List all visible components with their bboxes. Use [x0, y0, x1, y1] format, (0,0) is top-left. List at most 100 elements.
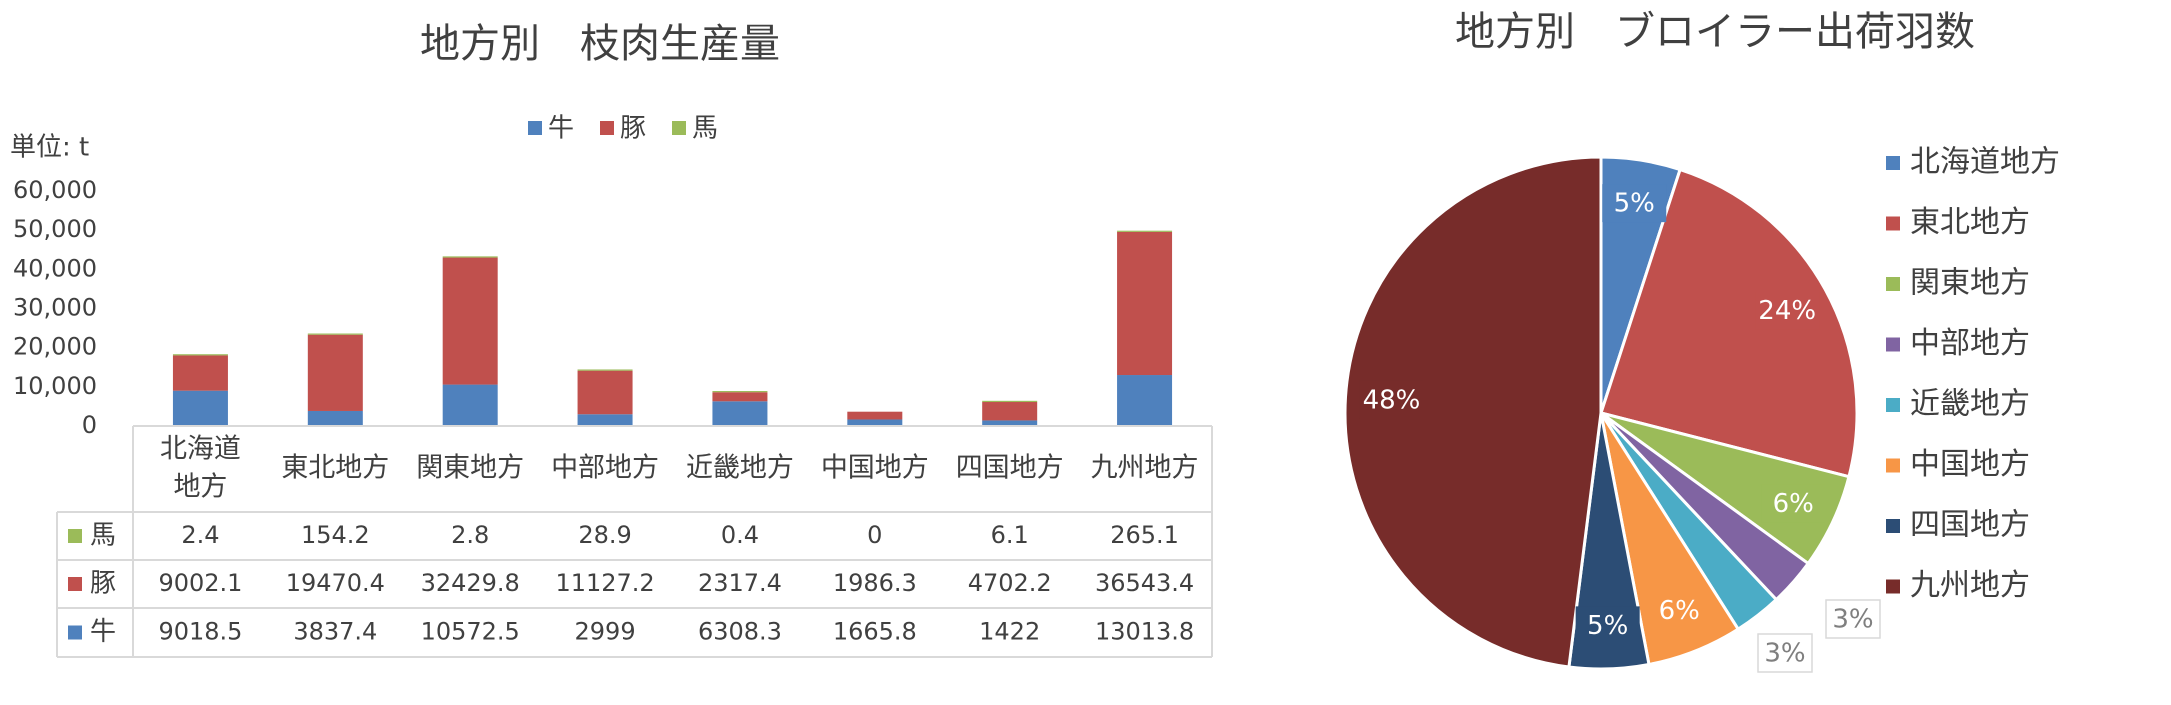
bar-牛-0: [172, 390, 228, 426]
pie-data-label-box-3: [1825, 599, 1881, 639]
table-cell: 3837.4: [293, 618, 377, 646]
table-cell: 0: [867, 521, 882, 549]
bar-馬-0: [172, 354, 228, 356]
table-cell: 1665.8: [833, 618, 917, 646]
pie-legend-label-6: 四国地方: [1910, 508, 2030, 543]
bar-馬-6: [982, 400, 1038, 403]
legend-label-1: 豚: [620, 114, 646, 144]
pie-data-label-4: 3%: [1764, 639, 1805, 669]
bar-馬-4: [712, 391, 768, 393]
bar-牛-6: [982, 420, 1038, 426]
table-row-header: 豚: [90, 569, 116, 599]
pie-legend-label-7: 九州地方: [1910, 568, 2030, 603]
legend-label-2: 馬: [692, 114, 718, 144]
category-label-0: 地方: [173, 472, 227, 503]
pie-chart-title: 地方別 ブロイラー出荷羽数: [1455, 9, 1975, 55]
table-cell: 2317.4: [698, 569, 782, 597]
bar-牛-4: [712, 401, 768, 426]
category-label-6: 四国地方: [956, 453, 1064, 484]
bar-豚-2: [442, 257, 498, 385]
y-axis-unit-label: 単位: t: [10, 133, 89, 163]
pie-legend-swatch-2: [1886, 277, 1900, 291]
category-label-7: 九州地方: [1091, 453, 1199, 484]
table-row-swatch-牛: [68, 625, 82, 640]
category-label-5: 中国地方: [821, 453, 929, 484]
legend-swatch-0: [528, 121, 542, 135]
y-tick-label: 20,000: [13, 333, 97, 361]
bar-馬-2: [442, 256, 498, 258]
table-cell: 11127.2: [555, 569, 654, 597]
bar-馬-7: [1117, 230, 1173, 232]
y-tick-label: 10,000: [13, 372, 97, 400]
pie-legend-swatch-1: [1886, 216, 1900, 231]
pie-slice-7: [1343, 155, 1603, 669]
y-tick-label: 60,000: [13, 176, 97, 204]
y-tick-label: 40,000: [13, 254, 97, 282]
pie-legend-swatch-4: [1886, 398, 1900, 412]
table-cell: 9002.1: [158, 569, 242, 597]
category-label-1: 東北地方: [281, 453, 389, 484]
y-tick-label: 30,000: [13, 294, 97, 322]
pie-slice-1: [1599, 167, 1859, 479]
pie-legend-label-2: 関東地方: [1910, 266, 2030, 301]
bar-馬-1: [307, 333, 363, 335]
table-row-swatch-豚: [68, 577, 82, 591]
pie-data-label-box-5: [1647, 591, 1712, 630]
pie-data-label-box-6: [1575, 606, 1640, 645]
bar-馬-3: [577, 369, 633, 371]
table-cell: 1986.3: [833, 569, 917, 597]
pie-data-label-box-2: [1761, 484, 1826, 523]
bar-牛-3: [577, 414, 633, 426]
pie-legend-swatch-3: [1886, 337, 1900, 352]
legend-label-0: 牛: [548, 114, 574, 144]
bar-豚-3: [577, 370, 633, 415]
bar-牛-5: [847, 419, 903, 426]
table-cell: 154.2: [301, 521, 370, 549]
pie-data-label-box-1: [1755, 291, 1820, 330]
table-cell: 2.8: [451, 521, 489, 549]
table-cell: 13013.8: [1095, 618, 1194, 646]
pie-data-label-5: 6%: [1659, 596, 1700, 626]
bar-豚-5: [847, 411, 903, 420]
table-cell: 265.1: [1110, 521, 1179, 549]
pie-legend-swatch-0: [1886, 156, 1900, 170]
pie-legend-label-4: 近畿地方: [1910, 387, 2030, 422]
pie-data-label-2: 6%: [1773, 489, 1814, 519]
table-cell: 1422: [979, 618, 1040, 646]
pie-data-label-box-7: [1359, 380, 1424, 419]
pie-legend-label-0: 北海道地方: [1910, 145, 2060, 180]
table-cell: 10572.5: [421, 618, 520, 646]
bar-豚-1: [307, 334, 363, 411]
table-cell: 2999: [575, 618, 636, 646]
table-cell: 9018.5: [158, 618, 242, 646]
pie-data-label-6: 5%: [1587, 611, 1628, 641]
y-tick-label: 50,000: [13, 215, 97, 243]
pie-data-label-box-0: [1602, 184, 1667, 223]
bar-豚-7: [1117, 231, 1173, 376]
legend-swatch-1: [600, 121, 614, 135]
table-cell: 6.1: [991, 521, 1029, 549]
table-row-header: 牛: [90, 617, 116, 647]
category-label-2: 関東地方: [416, 453, 524, 484]
bar-chart-title: 地方別 枝肉生産量: [420, 21, 780, 67]
category-label-4: 近畿地方: [686, 453, 794, 484]
table-cell: 28.9: [578, 521, 631, 549]
bar-豚-4: [712, 392, 768, 402]
table-cell: 0.4: [721, 521, 759, 549]
bar-豚-0: [172, 355, 228, 391]
pie-legend-swatch-7: [1886, 579, 1900, 594]
table-cell: 32429.8: [421, 569, 520, 597]
pie-legend-label-3: 中部地方: [1910, 326, 2030, 361]
table-cell: 2.4: [181, 521, 219, 549]
pie-legend-swatch-5: [1886, 458, 1900, 473]
y-tick-label: 0: [82, 411, 97, 439]
pie-data-label-0: 5%: [1614, 189, 1655, 219]
bar-牛-2: [442, 384, 498, 426]
category-label-3: 中部地方: [551, 453, 659, 484]
bar-牛-7: [1117, 375, 1173, 426]
table-row-header: 馬: [90, 521, 116, 551]
table-row-swatch-馬: [68, 529, 82, 543]
pie-legend-swatch-6: [1886, 519, 1900, 533]
pie-legend-label-1: 東北地方: [1910, 205, 2030, 240]
